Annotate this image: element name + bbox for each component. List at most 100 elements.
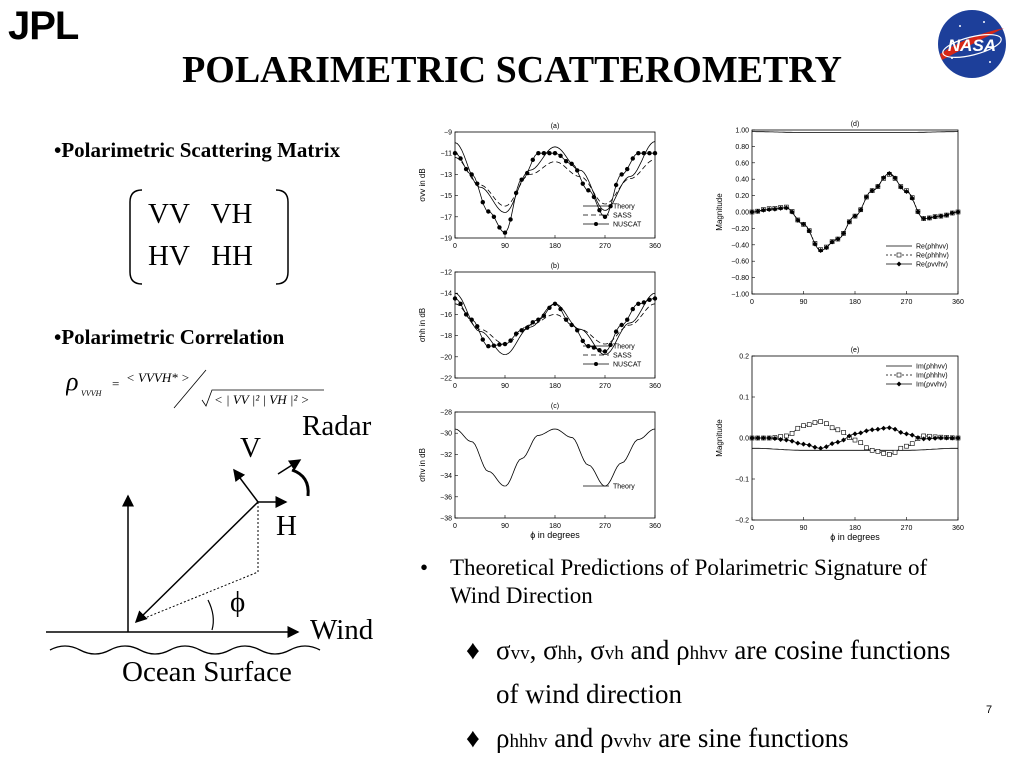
data-point <box>608 342 613 348</box>
data-point <box>789 209 795 215</box>
y-tick-label: −9 <box>444 130 452 137</box>
data-point <box>491 214 497 219</box>
data-point <box>480 200 485 205</box>
matrix-brackets <box>129 189 289 285</box>
series-line-2 <box>751 173 959 251</box>
data-point <box>944 212 950 218</box>
data-point <box>755 208 761 214</box>
x-axis-label: ϕ in degrees <box>830 532 880 542</box>
data-point <box>525 170 530 176</box>
data-point <box>812 420 818 425</box>
y-tick-label: −11 <box>441 151 452 158</box>
y-tick-label: 0.20 <box>735 193 749 200</box>
data-point <box>904 431 909 437</box>
data-point <box>795 425 801 431</box>
data-point <box>536 317 541 322</box>
data-point <box>558 153 563 159</box>
data-point <box>841 437 847 443</box>
svg-text:ρ: ρ <box>66 368 78 396</box>
look-vector <box>134 501 259 624</box>
data-point <box>536 151 541 156</box>
data-point <box>898 429 904 435</box>
legend-label: Im(ρhhhv) <box>916 373 948 380</box>
series-line-1 <box>751 173 959 251</box>
data-point <box>823 444 829 450</box>
y-axis-label: σhv in dB <box>418 448 427 482</box>
y-tick-label: 0.60 <box>735 160 749 167</box>
data-point <box>760 207 766 213</box>
x-tick-label: 270 <box>901 299 913 306</box>
panel-label: (d) <box>851 121 860 128</box>
y-tick-label: −0.2 <box>735 518 749 525</box>
data-point <box>806 422 812 427</box>
legend-marker <box>896 261 902 267</box>
data-point <box>784 433 789 439</box>
series-line-0 <box>454 141 656 213</box>
x-tick-label: 180 <box>549 243 561 250</box>
data-point <box>846 219 852 225</box>
y-tick-label: −15 <box>440 193 452 200</box>
data-point <box>932 435 938 441</box>
x-tick-label: 360 <box>649 243 661 250</box>
data-point <box>938 435 944 441</box>
data-point <box>597 207 602 213</box>
nasa-logo: NASA <box>938 10 1006 78</box>
data-point <box>852 213 858 219</box>
data-point <box>497 225 502 230</box>
data-point <box>852 437 858 443</box>
matrix-row-2: HV HH <box>148 240 253 272</box>
y-tick-label: −19 <box>440 236 452 243</box>
data-point <box>852 431 858 437</box>
diamond-bullet-icon: ♦ <box>466 635 480 665</box>
data-point <box>778 437 784 443</box>
data-point <box>801 423 806 429</box>
data-point <box>881 425 887 431</box>
data-point <box>829 239 835 245</box>
data-point <box>608 204 613 209</box>
phi-label: ϕ <box>230 586 246 618</box>
data-point <box>575 328 580 333</box>
data-point <box>909 441 915 446</box>
data-point <box>938 213 944 219</box>
data-point <box>613 329 619 334</box>
data-point <box>823 245 829 251</box>
data-point <box>801 221 806 227</box>
y-tick-label: −1.00 <box>731 292 749 299</box>
data-point <box>955 209 961 215</box>
legend-label: Theory <box>613 344 635 351</box>
legend-marker <box>594 362 598 366</box>
y-tick-label: −18 <box>440 333 452 340</box>
data-point <box>835 439 841 445</box>
x-tick-label: 0 <box>750 299 754 306</box>
jpl-logo: JPL <box>8 4 79 48</box>
data-point <box>783 205 789 211</box>
radar-label: Radar <box>302 410 372 442</box>
panel-label: (c) <box>551 403 559 410</box>
data-point <box>530 320 535 325</box>
projection-dotted <box>139 502 259 621</box>
data-point <box>772 436 778 442</box>
data-point <box>547 151 552 156</box>
y-tick-label: −17 <box>440 214 452 221</box>
x-tick-label: 180 <box>849 299 861 306</box>
data-point <box>541 151 547 156</box>
data-point <box>513 190 519 196</box>
correlation-formula: ρ VVVH = < VVVH* > < | VV |² | VH |² > <box>66 368 324 409</box>
x-tick-label: 360 <box>649 523 661 530</box>
data-point <box>812 241 818 247</box>
data-point <box>458 156 463 161</box>
data-point <box>869 427 875 433</box>
x-tick-label: 0 <box>750 525 754 532</box>
data-point <box>869 447 875 453</box>
y-tick-label: −0.1 <box>735 477 749 484</box>
y-tick-label: −14 <box>440 291 452 298</box>
bullet-dot: • <box>420 555 429 580</box>
y-tick-label: −0.20 <box>731 226 749 233</box>
data-point <box>921 216 927 222</box>
series-line-1 <box>454 157 656 207</box>
series-line-0 <box>752 447 958 451</box>
x-tick-label: 270 <box>599 243 611 250</box>
data-point <box>547 305 552 310</box>
data-point <box>772 206 778 212</box>
x-tick-label: 90 <box>501 243 509 250</box>
